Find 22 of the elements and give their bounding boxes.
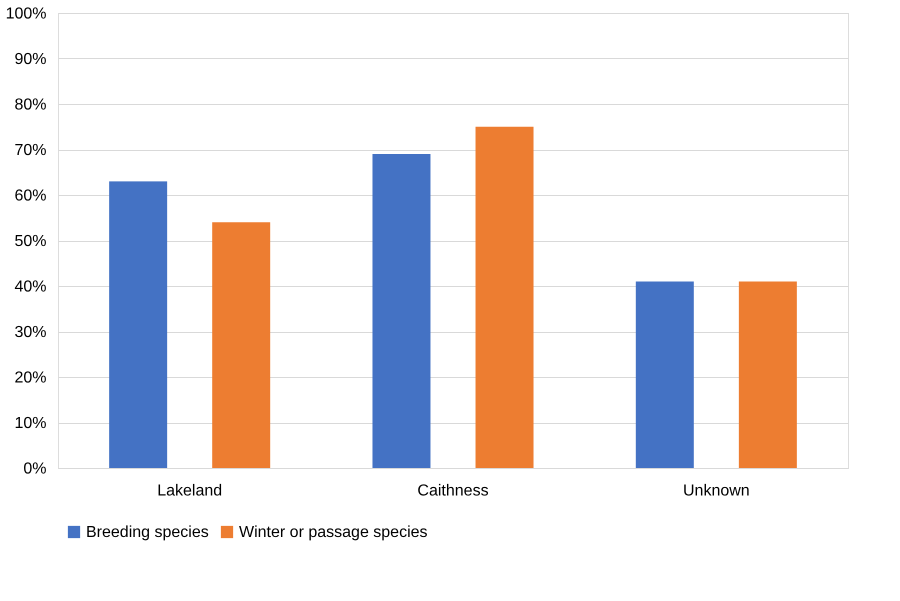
y-tick-label: 90%: [14, 51, 46, 68]
x-tick-label: Unknown: [682, 482, 750, 500]
y-tick-label: 100%: [6, 6, 46, 22]
bar: [476, 126, 534, 468]
bar: [372, 154, 430, 468]
legend-label: Winter or passage species: [239, 524, 428, 541]
x-tick-label: Caithness: [417, 482, 489, 500]
legend-label: Breeding species: [86, 524, 209, 541]
y-tick-label: 60%: [14, 188, 46, 204]
y-tick-label: 40%: [14, 278, 46, 296]
y-tick-label: 10%: [14, 415, 46, 432]
y-tick-label: 20%: [14, 370, 46, 386]
x-tick-label: Lakeland: [157, 482, 222, 500]
y-tick-label: 70%: [14, 142, 46, 159]
y-tick-label: 30%: [14, 324, 46, 341]
y-tick-label: 80%: [14, 96, 46, 114]
y-tick-label: 50%: [14, 233, 46, 250]
bar: [212, 222, 270, 468]
y-tick-label: 0%: [23, 460, 46, 478]
bar: [109, 181, 168, 468]
bar: [636, 281, 694, 468]
bar: [738, 281, 797, 468]
